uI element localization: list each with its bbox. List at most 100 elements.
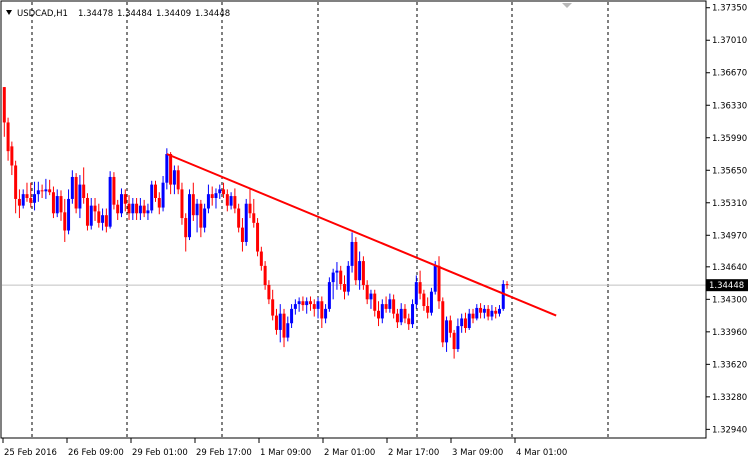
candle-body	[176, 170, 180, 190]
candle	[324, 304, 328, 324]
candle	[490, 305, 494, 321]
candle-body	[165, 154, 169, 183]
candle	[14, 160, 18, 214]
candle-body	[320, 301, 324, 319]
plot-frame	[0, 0, 707, 439]
candle	[17, 189, 21, 219]
candle-body	[93, 205, 97, 212]
candle	[320, 296, 324, 329]
dropdown-triangle-icon[interactable]	[6, 10, 12, 15]
candle	[448, 315, 452, 338]
chart-shift-marker-icon[interactable]	[562, 3, 572, 8]
candle-body	[14, 165, 18, 199]
candle	[165, 148, 169, 190]
candle	[346, 261, 350, 296]
trendline[interactable]	[166, 153, 557, 317]
candle	[6, 117, 10, 161]
candle	[82, 167, 86, 204]
candle	[407, 313, 411, 330]
candle-body	[456, 326, 460, 350]
candle-body	[33, 194, 37, 203]
candle-body	[97, 211, 101, 223]
candle-body	[10, 146, 14, 166]
candle-body	[191, 194, 195, 216]
candle	[460, 313, 464, 333]
candle-body	[222, 189, 226, 195]
candle-body	[463, 318, 467, 329]
candle	[146, 203, 150, 220]
y-tick-label: 1.34640	[712, 263, 747, 273]
candle-body	[180, 189, 184, 219]
candle-body	[233, 196, 237, 209]
candle-body	[399, 308, 403, 323]
candle	[29, 182, 33, 208]
candle	[256, 218, 260, 257]
candle	[169, 152, 173, 195]
candle	[361, 256, 365, 290]
candle-body	[195, 203, 199, 216]
x-tick-label: 29 Feb 01:00	[132, 448, 188, 458]
candle	[411, 299, 415, 329]
candle	[259, 246, 263, 271]
candle-body	[40, 190, 44, 192]
candle	[154, 180, 157, 202]
candle-body	[25, 194, 29, 198]
candle	[271, 289, 275, 321]
candle	[343, 275, 346, 300]
time-axis: 25 Feb 2016 26 Feb 09:00 29 Feb 01:00 29 Fe…	[2, 438, 567, 458]
candle-body	[119, 194, 123, 214]
symbol-header: USDCAD,H1 1.34478 1.34484 1.34409 1.3444…	[6, 9, 230, 19]
candle	[358, 251, 362, 290]
candle-body	[157, 197, 161, 208]
candle-body	[256, 222, 260, 252]
y-tick-label: 1.34970	[712, 231, 747, 241]
candle-body	[206, 194, 210, 209]
close-value: 1.34448	[195, 9, 230, 19]
candle-body	[350, 241, 354, 266]
candle-body	[214, 193, 218, 198]
candle	[240, 218, 244, 252]
candle	[463, 312, 467, 333]
candle	[67, 189, 71, 235]
candle	[237, 203, 241, 233]
candle	[388, 293, 392, 313]
candle-body	[63, 212, 67, 231]
candle	[44, 178, 48, 199]
candle	[274, 308, 278, 335]
candle-body	[161, 182, 165, 208]
candle	[369, 289, 373, 309]
candle-body	[392, 299, 396, 314]
candle-body	[445, 320, 449, 343]
candle-body	[407, 318, 411, 325]
candle-body	[324, 308, 328, 319]
candle	[2, 87, 6, 137]
candle	[452, 329, 456, 359]
candle	[138, 197, 142, 220]
candle-body	[505, 284, 509, 286]
candle	[119, 188, 123, 218]
candle-body	[78, 184, 82, 209]
y-tick-label: 1.37010	[712, 36, 747, 46]
x-tick-label: 25 Feb 2016	[4, 448, 57, 458]
candle	[418, 270, 422, 300]
candle-body	[59, 196, 63, 213]
current-price-tag: 1.34448	[706, 279, 748, 292]
candle-body	[354, 241, 358, 281]
candle	[494, 306, 498, 319]
candle-body	[135, 203, 139, 214]
x-tick-label: 4 Mar 01:00	[516, 448, 567, 458]
candle-body	[21, 194, 25, 206]
candle-body	[188, 194, 192, 238]
candle	[331, 268, 335, 300]
candle	[429, 287, 433, 316]
candle	[229, 192, 233, 210]
candle-body	[70, 176, 74, 199]
candle-body	[460, 318, 464, 327]
candle-body	[150, 184, 154, 211]
candle	[199, 199, 203, 238]
candle	[286, 316, 290, 342]
candle-body	[475, 307, 479, 319]
candle	[252, 198, 256, 228]
candle-body	[6, 122, 10, 152]
